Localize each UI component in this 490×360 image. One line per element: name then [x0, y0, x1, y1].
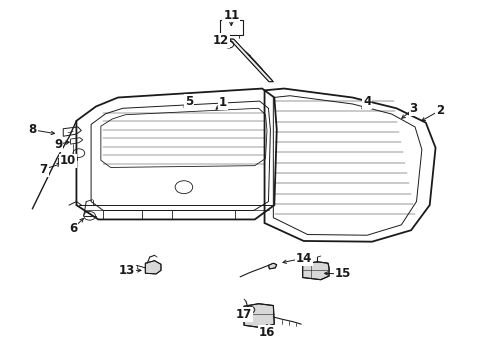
Text: 9: 9: [54, 138, 63, 150]
Text: 17: 17: [236, 308, 252, 321]
Polygon shape: [303, 262, 329, 280]
Text: 14: 14: [295, 252, 312, 265]
Polygon shape: [244, 304, 274, 328]
Text: 1: 1: [219, 96, 227, 109]
Text: 3: 3: [410, 102, 417, 115]
Text: 13: 13: [119, 264, 135, 277]
Polygon shape: [146, 261, 161, 274]
Text: 4: 4: [363, 95, 371, 108]
Text: 6: 6: [69, 222, 77, 235]
Polygon shape: [229, 39, 273, 82]
Text: 16: 16: [259, 326, 275, 339]
Text: 8: 8: [28, 123, 37, 136]
Text: 11: 11: [223, 9, 240, 22]
Text: 12: 12: [213, 34, 229, 48]
Text: 10: 10: [60, 154, 76, 167]
Text: 15: 15: [335, 267, 351, 280]
Polygon shape: [269, 263, 277, 269]
Text: 2: 2: [437, 104, 444, 117]
Text: 5: 5: [185, 95, 193, 108]
Text: 7: 7: [40, 163, 48, 176]
